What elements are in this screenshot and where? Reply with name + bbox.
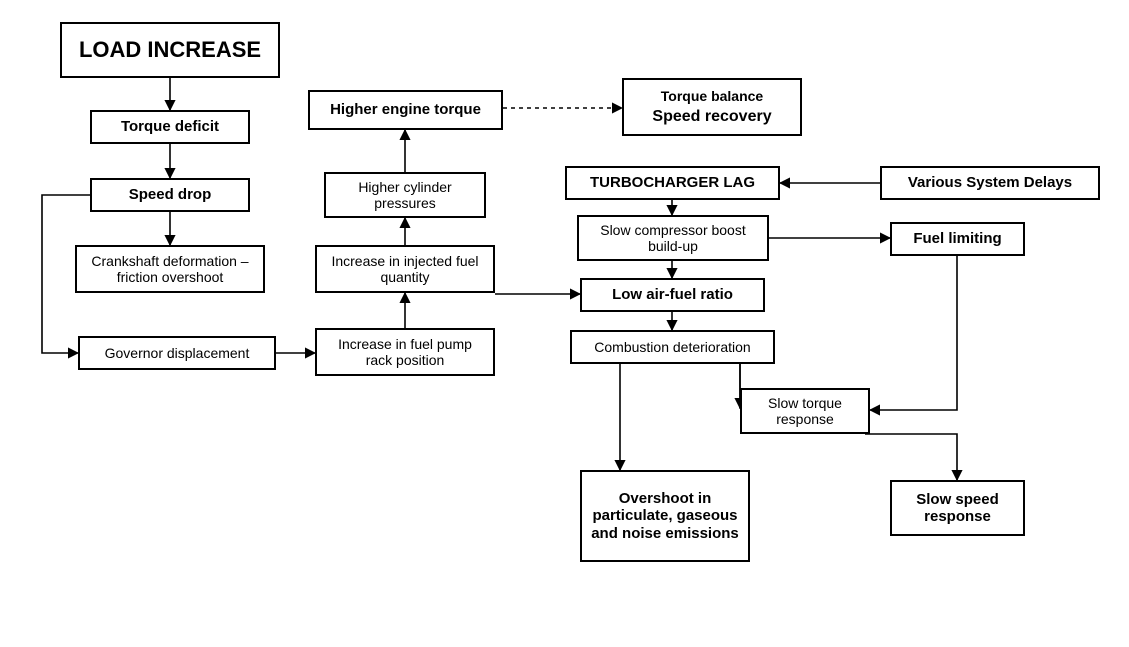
edges-layer <box>0 0 1129 647</box>
node-fuel-limiting: Fuel limiting <box>890 222 1025 256</box>
node-label: TURBOCHARGER LAG <box>590 174 755 191</box>
flowchart-canvas: LOAD INCREASE Torque deficit Speed drop … <box>0 0 1129 647</box>
edge-fuel_limiting-to-slow_torque <box>870 256 957 410</box>
edge-slow_torque-to-slow_speed <box>865 434 957 480</box>
node-label: Slow speed response <box>900 491 1015 526</box>
node-label: Slow compressor boost build-up <box>587 222 759 254</box>
node-label: Increase in fuel pump rack position <box>325 336 485 368</box>
node-combustion: Combustion deterioration <box>570 330 775 364</box>
node-label: LOAD INCREASE <box>79 37 261 62</box>
node-label: Fuel limiting <box>913 230 1001 247</box>
node-label: Speed drop <box>129 186 212 203</box>
node-fuel-qty: Increase in injected fuel quantity <box>315 245 495 293</box>
node-turbo-lag: TURBOCHARGER LAG <box>565 166 780 200</box>
node-label: Low air-fuel ratio <box>612 286 733 303</box>
node-torque-deficit: Torque deficit <box>90 110 250 144</box>
node-speed-drop: Speed drop <box>90 178 250 212</box>
node-low-afr: Low air-fuel ratio <box>580 278 765 312</box>
node-slow-boost: Slow compressor boost build-up <box>577 215 769 261</box>
node-crankshaft: Crankshaft deformation – friction oversh… <box>75 245 265 293</box>
node-cyl-press: Higher cylinder pressures <box>324 172 486 218</box>
node-load-increase: LOAD INCREASE <box>60 22 280 78</box>
node-slow-torque: Slow torque response <box>740 388 870 434</box>
node-slow-speed: Slow speed response <box>890 480 1025 536</box>
node-rack: Increase in fuel pump rack position <box>315 328 495 376</box>
node-overshoot: Overshoot in particulate, gaseous and no… <box>580 470 750 562</box>
node-higher-torque: Higher engine torque <box>308 90 503 130</box>
node-label: Overshoot in particulate, gaseous and no… <box>590 490 740 542</box>
node-torque-balance: Torque balance Speed recovery <box>622 78 802 136</box>
node-label: Higher cylinder pressures <box>334 179 476 211</box>
node-label: Governor displacement <box>105 345 250 361</box>
node-governor: Governor displacement <box>78 336 276 370</box>
node-label: Increase in injected fuel quantity <box>325 253 485 285</box>
node-sys-delays: Various System Delays <box>880 166 1100 200</box>
node-label-line1: Torque balance <box>652 88 771 104</box>
node-label: Crankshaft deformation – friction oversh… <box>85 253 255 285</box>
node-label: Higher engine torque <box>330 101 481 118</box>
node-label-line2: Speed recovery <box>652 108 771 126</box>
node-label: Various System Delays <box>908 174 1072 191</box>
node-label: Combustion deterioration <box>594 339 750 355</box>
node-label: Slow torque response <box>750 395 860 427</box>
node-label: Torque deficit <box>121 118 219 135</box>
